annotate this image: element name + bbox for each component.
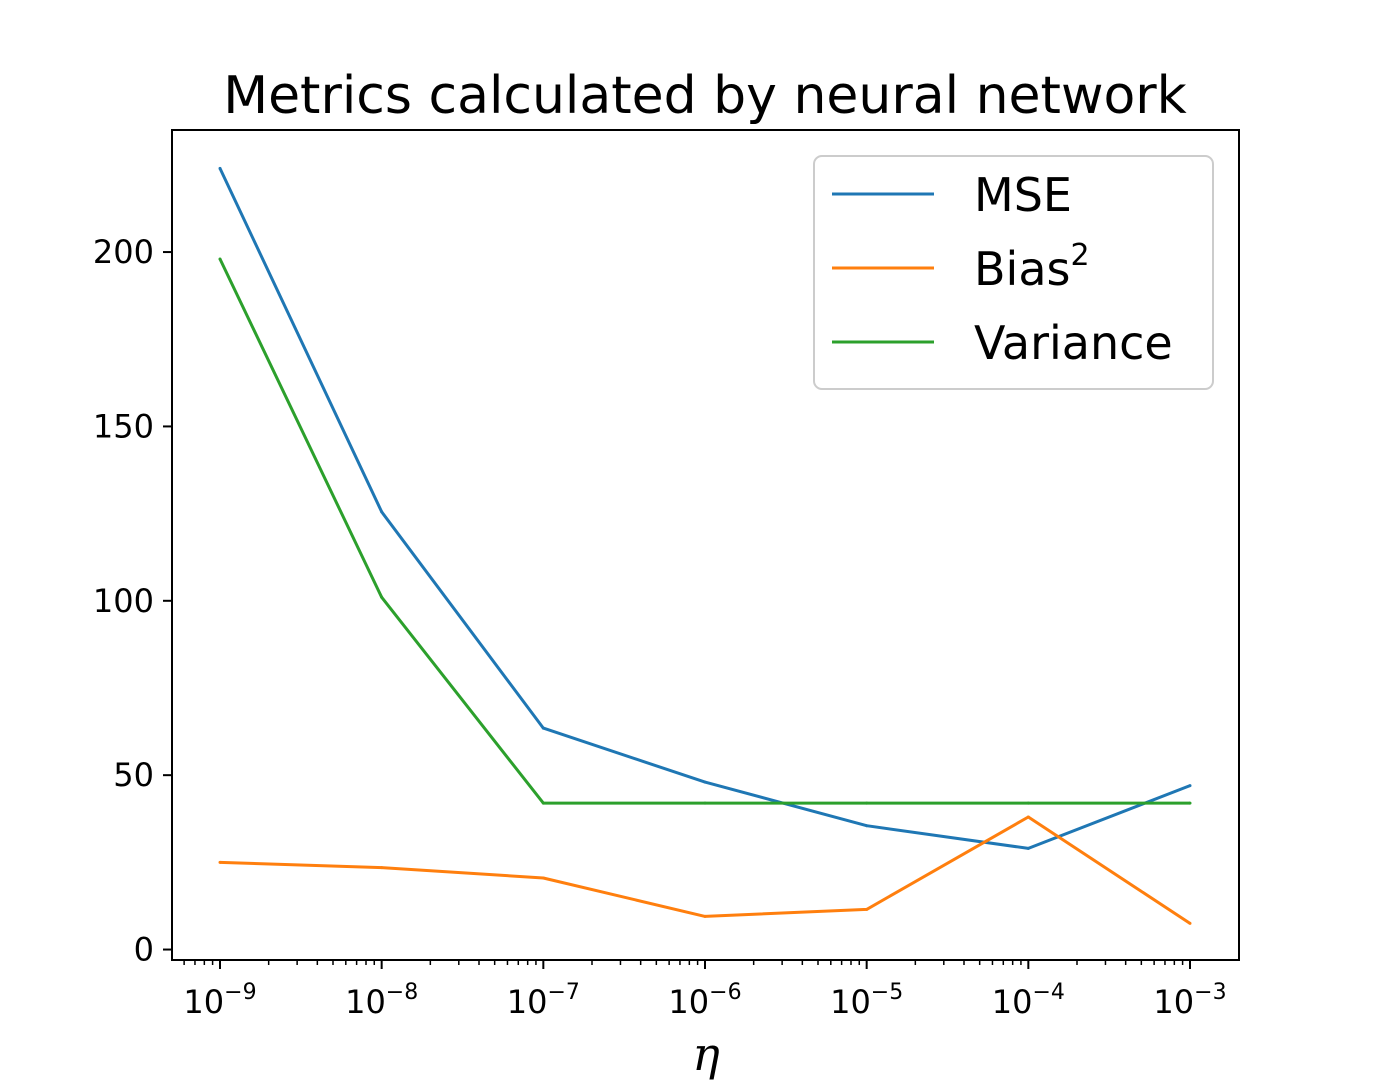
x-tick-label: 10−7 <box>507 980 580 1021</box>
data-point-variance <box>865 801 869 805</box>
data-point-mse <box>380 510 384 514</box>
x-tick-label: 10−4 <box>992 980 1065 1021</box>
data-point-variance <box>541 801 545 805</box>
legend: MSE Bias2 Variance <box>813 155 1214 390</box>
data-point-mse <box>703 780 707 784</box>
y-axis: 0 50 100 150 200 <box>93 233 172 969</box>
x-axis: 10−9 10−8 10−7 10−6 10−5 10−4 10−3 <box>183 960 1227 1021</box>
legend-label-bias: Bias2 <box>974 238 1090 296</box>
y-tick-label: 0 <box>134 931 154 969</box>
legend-label-variance: Variance <box>974 316 1173 370</box>
x-tick-label: 10−8 <box>345 980 418 1021</box>
x-tick-label: 10−9 <box>183 980 256 1021</box>
data-point-variance <box>703 801 707 805</box>
data-point-mse <box>1026 846 1030 850</box>
series-line-bias <box>219 815 1191 925</box>
data-point-variance <box>380 595 384 599</box>
chart-title: Metrics calculated by neural network <box>223 66 1187 126</box>
y-tick-label: 150 <box>93 407 154 445</box>
y-tick-label: 200 <box>93 233 154 271</box>
data-point-mse <box>218 166 222 170</box>
data-point-bias <box>1188 921 1192 925</box>
x-tick-label: 10−6 <box>668 980 741 1021</box>
x-tick-label: 10−3 <box>1153 980 1226 1021</box>
data-point-mse <box>541 726 545 730</box>
data-point-variance <box>1026 801 1030 805</box>
data-point-bias <box>1026 815 1030 819</box>
data-point-variance <box>1188 801 1192 805</box>
legend-entries: MSE Bias2 Variance <box>832 168 1173 370</box>
x-axis-label: η <box>692 1027 720 1080</box>
legend-label-mse: MSE <box>974 168 1072 222</box>
data-point-bias <box>865 907 869 911</box>
data-point-mse <box>1188 784 1192 788</box>
data-point-mse <box>865 824 869 828</box>
legend-box <box>813 155 1214 390</box>
data-point-bias <box>541 876 545 880</box>
y-tick-label: 50 <box>113 756 154 794</box>
series-layer <box>218 166 1192 925</box>
data-point-bias <box>218 860 222 864</box>
data-point-bias <box>380 866 384 870</box>
data-point-variance <box>218 257 222 261</box>
x-tick-label: 10−5 <box>830 980 903 1021</box>
y-tick-label: 100 <box>93 582 154 620</box>
data-point-bias <box>703 914 707 918</box>
